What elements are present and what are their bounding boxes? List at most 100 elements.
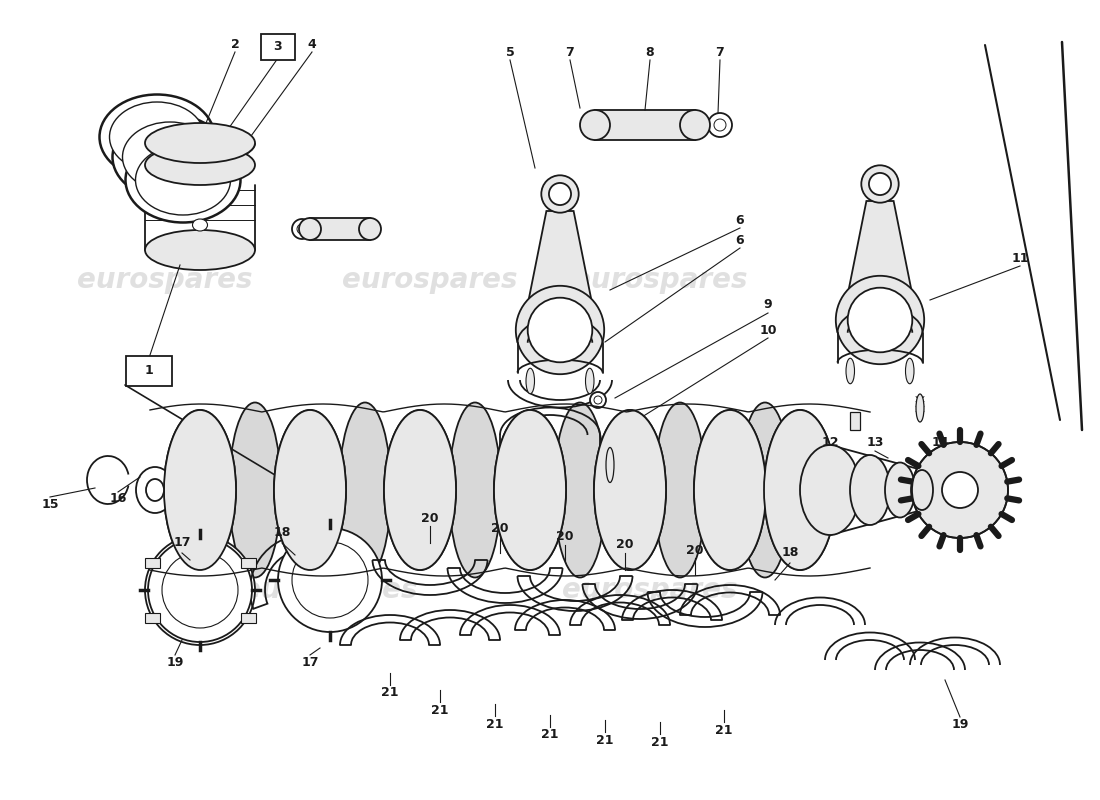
- Bar: [145, 613, 161, 622]
- Ellipse shape: [384, 410, 456, 570]
- Ellipse shape: [526, 368, 535, 394]
- Ellipse shape: [145, 230, 255, 270]
- Circle shape: [942, 472, 978, 508]
- Circle shape: [162, 552, 238, 628]
- Ellipse shape: [122, 122, 218, 192]
- Ellipse shape: [654, 402, 706, 578]
- Circle shape: [594, 396, 602, 404]
- Ellipse shape: [694, 410, 766, 570]
- Polygon shape: [525, 211, 596, 322]
- Ellipse shape: [299, 218, 321, 240]
- Ellipse shape: [554, 402, 606, 578]
- Ellipse shape: [359, 218, 381, 240]
- Text: 20: 20: [686, 543, 704, 557]
- Ellipse shape: [580, 110, 611, 140]
- Ellipse shape: [274, 410, 346, 570]
- Circle shape: [549, 183, 571, 205]
- Text: 20: 20: [616, 538, 634, 551]
- Text: 15: 15: [42, 498, 58, 511]
- Text: 21: 21: [382, 686, 398, 699]
- Text: 9: 9: [763, 298, 772, 311]
- Ellipse shape: [135, 145, 231, 215]
- Circle shape: [292, 542, 368, 618]
- Text: 21: 21: [541, 729, 559, 742]
- Text: 17: 17: [301, 657, 319, 670]
- Text: 2: 2: [231, 38, 240, 51]
- Ellipse shape: [606, 447, 614, 482]
- Circle shape: [516, 286, 604, 374]
- Ellipse shape: [274, 410, 346, 570]
- Ellipse shape: [739, 402, 791, 578]
- Text: 1: 1: [144, 365, 153, 378]
- Text: 7: 7: [716, 46, 725, 58]
- Text: 21: 21: [431, 703, 449, 717]
- Ellipse shape: [764, 410, 836, 570]
- Text: eurospares: eurospares: [342, 266, 518, 294]
- Ellipse shape: [916, 394, 924, 422]
- Bar: [595, 110, 695, 140]
- Text: 19: 19: [166, 657, 184, 670]
- Text: 21: 21: [596, 734, 614, 746]
- Ellipse shape: [886, 462, 915, 518]
- Text: 16: 16: [109, 491, 126, 505]
- Bar: [145, 558, 161, 567]
- Circle shape: [145, 535, 255, 645]
- Ellipse shape: [136, 467, 174, 513]
- Circle shape: [292, 219, 312, 239]
- Ellipse shape: [164, 410, 236, 570]
- Text: 17: 17: [174, 537, 190, 550]
- Circle shape: [869, 173, 891, 195]
- FancyBboxPatch shape: [126, 356, 172, 386]
- Circle shape: [528, 298, 592, 362]
- Text: 6: 6: [736, 214, 745, 226]
- Ellipse shape: [229, 402, 280, 578]
- Text: 21: 21: [715, 723, 733, 737]
- Bar: [241, 558, 255, 567]
- Ellipse shape: [850, 455, 890, 525]
- Ellipse shape: [164, 410, 236, 570]
- Text: 20: 20: [492, 522, 508, 534]
- Text: eurospares: eurospares: [77, 266, 253, 294]
- Text: 18: 18: [273, 526, 290, 539]
- Ellipse shape: [145, 145, 255, 185]
- Circle shape: [912, 442, 1008, 538]
- Polygon shape: [845, 201, 915, 311]
- Text: 11: 11: [1011, 251, 1028, 265]
- Ellipse shape: [339, 402, 390, 578]
- Ellipse shape: [585, 368, 594, 394]
- Ellipse shape: [494, 410, 566, 570]
- Circle shape: [848, 288, 912, 352]
- Circle shape: [148, 538, 252, 642]
- Ellipse shape: [764, 410, 836, 570]
- Ellipse shape: [594, 410, 666, 570]
- Text: 14: 14: [932, 437, 948, 450]
- Ellipse shape: [494, 410, 566, 570]
- Text: 12: 12: [822, 437, 838, 450]
- Circle shape: [714, 119, 726, 131]
- Text: 20: 20: [557, 530, 574, 543]
- Circle shape: [297, 224, 307, 234]
- Ellipse shape: [112, 114, 228, 199]
- Ellipse shape: [110, 102, 205, 172]
- Text: 5: 5: [506, 46, 515, 58]
- Text: 10: 10: [759, 323, 777, 337]
- Text: eurospares: eurospares: [572, 266, 748, 294]
- Circle shape: [278, 528, 382, 632]
- Circle shape: [708, 113, 732, 137]
- Ellipse shape: [911, 470, 933, 510]
- Text: 21: 21: [651, 735, 669, 749]
- Circle shape: [590, 392, 606, 408]
- Ellipse shape: [192, 219, 208, 231]
- Ellipse shape: [905, 358, 914, 384]
- Text: 20: 20: [421, 511, 439, 525]
- Text: 19: 19: [952, 718, 969, 731]
- Text: 7: 7: [565, 46, 574, 58]
- Circle shape: [541, 175, 579, 213]
- Text: 3: 3: [274, 41, 283, 54]
- Text: eurospares: eurospares: [562, 576, 738, 604]
- Ellipse shape: [594, 410, 666, 570]
- Ellipse shape: [145, 123, 255, 163]
- Ellipse shape: [846, 358, 855, 384]
- Ellipse shape: [146, 479, 164, 501]
- Ellipse shape: [680, 110, 710, 140]
